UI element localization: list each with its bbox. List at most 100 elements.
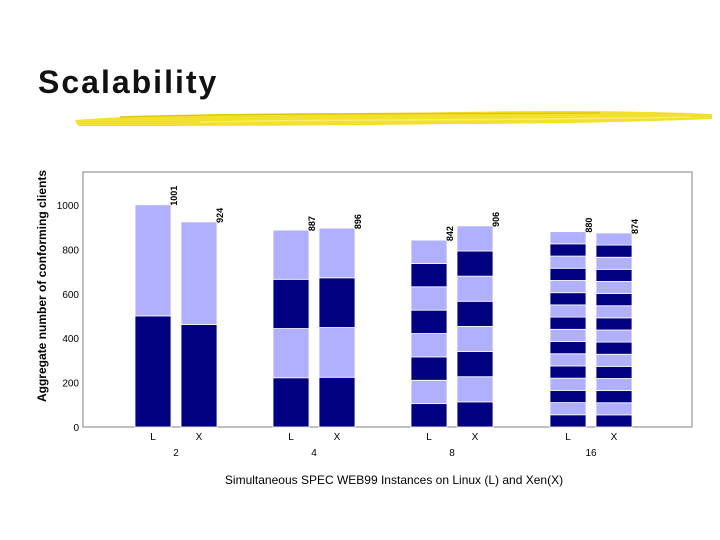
bar-segment	[272, 229, 310, 280]
bar-segment	[595, 402, 633, 416]
bar-segment	[549, 414, 587, 428]
bars-layer: 1001 924 887 896 842 906 880 874	[134, 186, 640, 428]
bar-segment	[456, 376, 494, 403]
bar-segment	[549, 255, 587, 269]
bar-segment	[549, 353, 587, 367]
bar-segment	[272, 377, 310, 428]
x-os-label: X	[196, 432, 203, 443]
x-os-label: L	[565, 432, 571, 443]
bar-segment	[549, 243, 587, 257]
bar-segment	[595, 353, 633, 367]
y-tick-label: 600	[62, 290, 79, 301]
bar-segment	[410, 356, 448, 381]
x-group-label: 2	[173, 448, 179, 459]
bar-segment	[549, 231, 587, 245]
bar-segment	[410, 309, 448, 334]
bar-segment	[595, 281, 633, 295]
bar-segment	[272, 278, 310, 329]
bar-segment	[318, 227, 356, 279]
bar-segment	[595, 232, 633, 246]
bar-segment	[410, 286, 448, 311]
bar-segment	[456, 300, 494, 327]
x-axis: L X 2 L X 4 L X 8 L X 16	[150, 432, 617, 459]
bar-segment	[134, 315, 172, 428]
bar-segment	[549, 377, 587, 391]
bar-segment	[318, 376, 356, 428]
bar-segment	[549, 316, 587, 330]
bar-segment	[595, 390, 633, 404]
x-os-label: X	[611, 432, 618, 443]
bar-4-X	[318, 227, 356, 428]
bar-segment	[595, 305, 633, 319]
bar-segment	[456, 250, 494, 277]
bar-value-label: 1001	[169, 186, 179, 206]
x-axis-label: Simultaneous SPEC WEB99 Instances on Lin…	[225, 473, 563, 487]
bar-segment	[549, 402, 587, 416]
bar-segment	[410, 379, 448, 405]
bar-4-L	[272, 229, 310, 428]
bar-segment	[410, 403, 448, 428]
bar-value-label: 880	[584, 218, 594, 233]
x-os-label: X	[334, 432, 341, 443]
y-tick-label: 200	[62, 379, 79, 390]
x-group-label: 4	[311, 448, 317, 459]
y-tick-label: 1000	[57, 201, 80, 212]
bar-segment	[549, 389, 587, 403]
bar-segment	[549, 292, 587, 306]
bar-segment	[595, 256, 633, 270]
x-os-label: X	[472, 432, 479, 443]
bar-segment	[595, 365, 633, 379]
bar-segment	[549, 280, 587, 294]
x-group-label: 16	[585, 448, 597, 459]
bar-segment	[456, 326, 494, 352]
bar-segment	[549, 341, 587, 355]
y-tick-label: 0	[73, 423, 79, 434]
bar-segment	[456, 275, 494, 302]
y-axis-label: Aggregate number of conforming clients	[35, 170, 49, 402]
x-os-label: L	[426, 432, 432, 443]
bar-2-X	[180, 221, 218, 428]
bar-value-label: 874	[630, 219, 640, 234]
bar-segment	[180, 221, 218, 325]
bar-segment	[595, 414, 633, 428]
bar-segment	[595, 341, 633, 355]
bar-segment	[410, 239, 448, 264]
bar-segment	[549, 365, 587, 379]
slide-title: Scalability	[38, 64, 219, 100]
bar-segment	[134, 204, 172, 317]
bar-segment	[410, 263, 448, 288]
bar-segment	[456, 225, 494, 252]
bar-segment	[595, 317, 633, 331]
bar-segment	[180, 324, 218, 428]
bar-segment	[456, 401, 494, 428]
bar-segment	[410, 333, 448, 358]
bar-value-label: 887	[307, 216, 317, 231]
y-tick-label: 800	[62, 245, 79, 256]
bar-segment	[456, 351, 494, 378]
bar-segment	[595, 268, 633, 282]
bar-segment	[595, 378, 633, 392]
bar-segment	[595, 293, 633, 307]
bar-2-L	[134, 204, 172, 428]
bar-segment	[549, 328, 587, 342]
bar-value-label: 924	[215, 208, 225, 223]
bar-segment	[549, 267, 587, 281]
bar-segment	[318, 277, 356, 328]
bar-value-label: 896	[353, 214, 363, 229]
bar-value-label: 842	[445, 226, 455, 241]
bar-segment	[272, 328, 310, 379]
y-tick-label: 400	[62, 334, 79, 345]
x-group-label: 8	[449, 448, 455, 459]
bar-segment	[549, 304, 587, 318]
bar-8-L	[410, 239, 448, 428]
bar-segment	[595, 329, 633, 343]
bar-16-L	[549, 231, 587, 428]
bar-value-label: 906	[491, 212, 501, 227]
x-os-label: L	[288, 432, 294, 443]
bar-16-X	[595, 232, 633, 428]
bar-8-X	[456, 225, 494, 428]
bar-segment	[318, 327, 356, 378]
x-os-label: L	[150, 432, 156, 443]
